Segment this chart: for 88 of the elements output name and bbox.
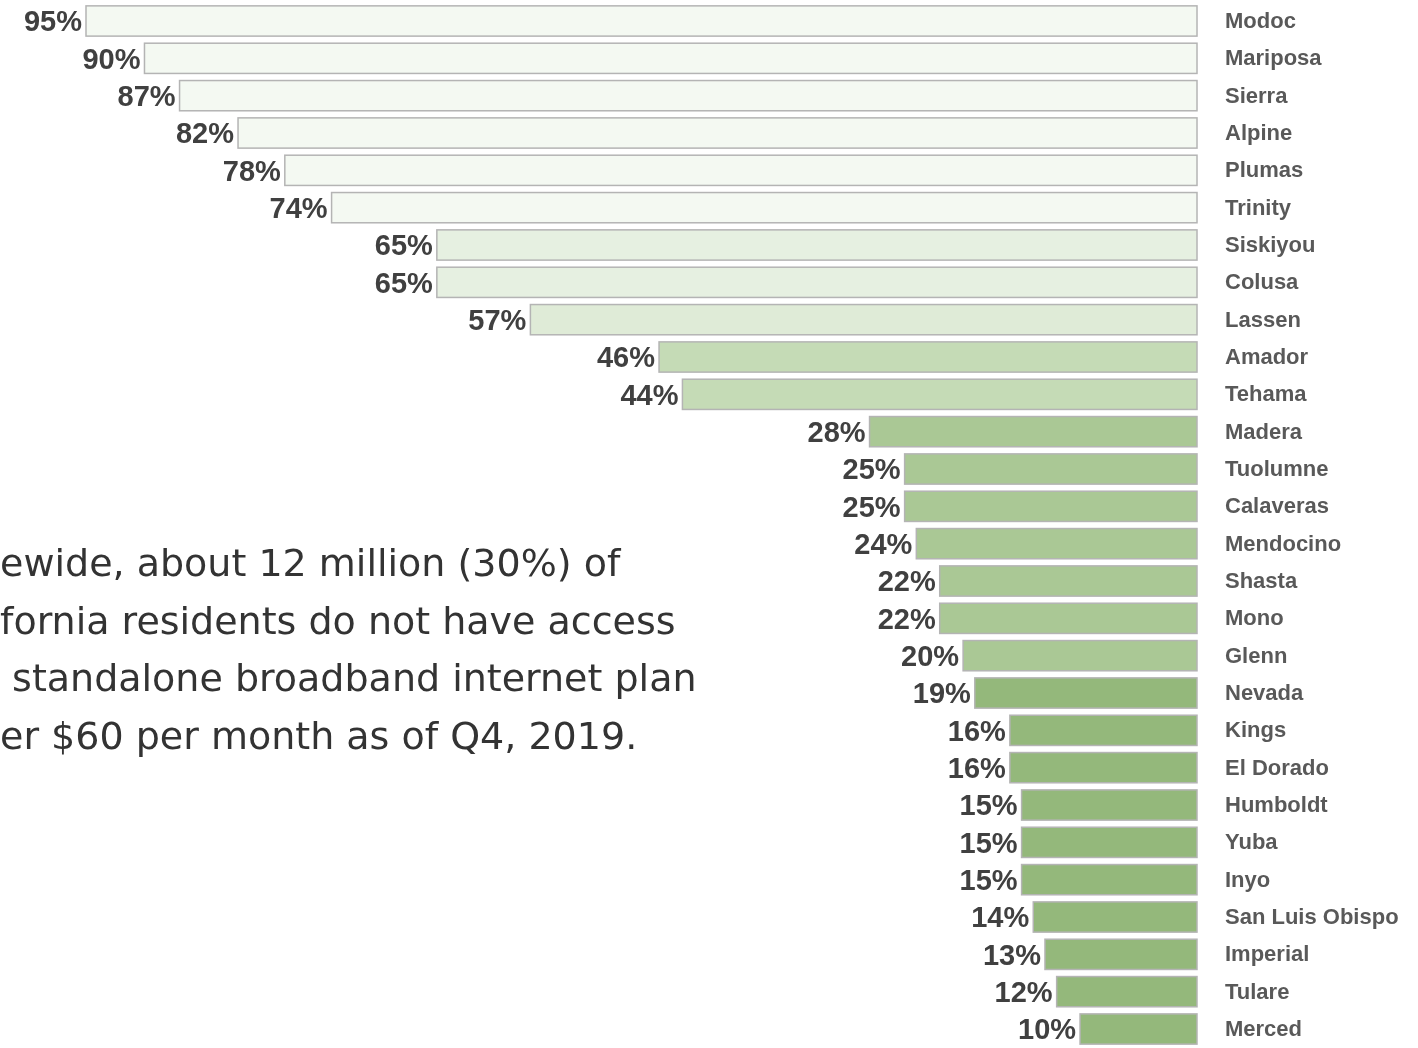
y-tick-label: San Luis Obispo <box>1225 904 1399 930</box>
data-label: 25% <box>842 453 901 486</box>
data-label: 15% <box>959 826 1018 859</box>
data-label: 16% <box>947 714 1007 747</box>
data-label: 15% <box>959 864 1018 897</box>
data-label: 24% <box>854 528 913 561</box>
bar <box>974 677 1198 709</box>
y-tick-label: Calaveras <box>1225 493 1329 519</box>
data-label: 28% <box>807 416 866 449</box>
y-tick-label: Yuba <box>1225 829 1279 855</box>
y-tick-label: Mariposa <box>1225 45 1323 71</box>
annotation: standalone broadband internet plan <box>0 656 697 700</box>
data-label: 57% <box>468 304 527 337</box>
data-label: 19% <box>912 677 972 710</box>
data-label: 90% <box>82 42 141 75</box>
bar <box>1055 975 1198 1008</box>
bar <box>529 303 1198 336</box>
y-tick-label: Siskiyou <box>1225 232 1316 258</box>
y-tick-label: Alpine <box>1225 120 1293 146</box>
bar <box>938 565 1198 597</box>
bar <box>681 378 1198 411</box>
bar <box>1009 714 1198 747</box>
y-tick-label: Inyo <box>1225 866 1271 892</box>
annotation: ewide, about 12 million (30%) of <box>0 541 622 585</box>
y-tick-label: Lassen <box>1225 306 1301 332</box>
y-tick-label: Trinity <box>1225 194 1292 220</box>
data-label: 10% <box>1018 1013 1077 1046</box>
data-label: 16% <box>947 752 1007 785</box>
annotation: fornia residents do not have access <box>0 598 676 643</box>
bar <box>85 5 1198 37</box>
data-label: 82% <box>175 117 235 150</box>
y-tick-label: Tehama <box>1225 381 1308 407</box>
y-tick-label: Tuolumne <box>1225 456 1329 482</box>
bar <box>868 415 1198 448</box>
bar <box>1020 826 1198 859</box>
data-label: 25% <box>842 490 901 523</box>
bar <box>1009 751 1198 784</box>
data-label: 22% <box>877 565 936 598</box>
bar <box>436 229 1198 261</box>
bar <box>237 117 1198 149</box>
data-label: 15% <box>959 789 1018 822</box>
bar <box>143 42 1198 75</box>
data-label: 14% <box>971 901 1030 934</box>
y-tick-label: Kings <box>1225 717 1287 743</box>
y-tick-label: Madera <box>1225 418 1303 444</box>
y-tick-label: Merced <box>1225 1016 1303 1042</box>
bar <box>903 490 1198 523</box>
data-label: 13% <box>982 938 1042 971</box>
data-label: 74% <box>269 192 328 225</box>
y-tick-label: Mono <box>1225 605 1284 631</box>
data-label: 65% <box>374 266 434 299</box>
y-tick-label: Amador <box>1225 344 1309 370</box>
y-tick-label: Sierra <box>1225 82 1289 108</box>
y-tick-label: El Dorado <box>1225 754 1329 780</box>
y-tick-label: Tulare <box>1225 978 1290 1004</box>
y-tick-label: Modoc <box>1225 8 1296 34</box>
y-tick-label: Shasta <box>1225 568 1298 594</box>
bar <box>1020 863 1198 896</box>
y-tick-label: Humboldt <box>1225 792 1329 818</box>
bar <box>658 341 1198 373</box>
data-label: 87% <box>117 80 176 113</box>
data-label: 20% <box>901 640 960 673</box>
bar <box>284 154 1198 187</box>
y-tick-label: Plumas <box>1225 157 1304 183</box>
data-label: 65% <box>374 229 434 262</box>
bar <box>962 639 1198 672</box>
bar <box>1044 938 1198 971</box>
y-tick-label: Mendocino <box>1225 530 1342 556</box>
y-tick-label: Colusa <box>1225 269 1300 295</box>
bar <box>1032 901 1198 933</box>
bar <box>1020 789 1198 821</box>
bar <box>1079 1013 1198 1045</box>
data-label: 46% <box>597 341 656 374</box>
data-label: 44% <box>620 378 679 411</box>
y-tick-label: Imperial <box>1225 941 1310 967</box>
bar <box>938 602 1198 635</box>
bar <box>903 453 1198 485</box>
annotation: er $60 per month as of Q4, 2019. <box>0 713 638 758</box>
data-label: 22% <box>877 602 936 635</box>
bar <box>915 527 1198 560</box>
data-label: 78% <box>222 154 282 187</box>
bar <box>178 79 1198 112</box>
data-label: 12% <box>994 976 1053 1009</box>
bar <box>330 191 1198 224</box>
data-label: 95% <box>23 5 83 38</box>
y-tick-label: Nevada <box>1225 680 1305 706</box>
bar <box>436 266 1198 299</box>
y-tick-label: Glenn <box>1225 642 1288 668</box>
